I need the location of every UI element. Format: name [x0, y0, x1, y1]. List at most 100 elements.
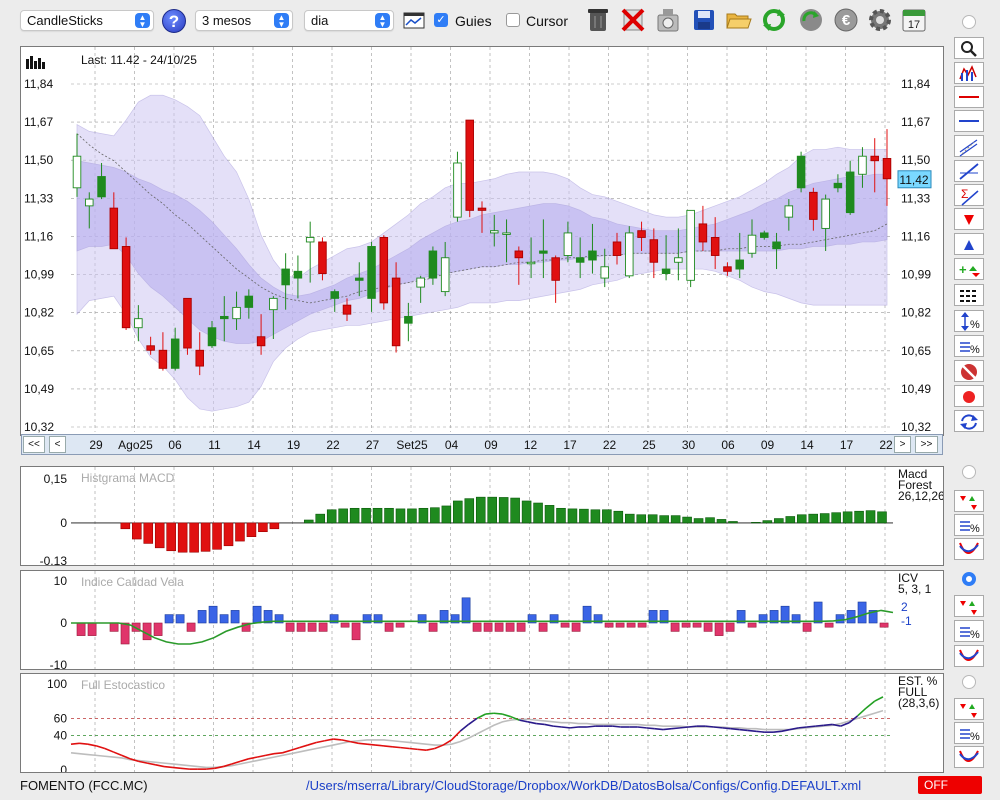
channel-button[interactable]: [954, 135, 984, 157]
stochastic-d-line: [70, 709, 884, 769]
candle: [256, 314, 266, 355]
curve-button[interactable]: [954, 746, 984, 768]
candle: [882, 129, 892, 206]
stochastic-k-segment: [840, 721, 850, 727]
arrow-up-blue-button[interactable]: [954, 233, 984, 255]
status-badge[interactable]: OFF: [918, 776, 982, 794]
arrows-updown-button[interactable]: [954, 490, 984, 512]
panel-radio-1[interactable]: [962, 465, 976, 479]
curve-button[interactable]: [954, 538, 984, 560]
date-axis[interactable]: 29 Ago25 06 11 14 19 22 27 Set25 04 09 12 17 22 25 30 06…: [70, 435, 900, 454]
macd-chart[interactable]: Histgrama MACD 0,15 0 -0,13 Macd Forest 26…: [21, 467, 943, 565]
macd-bar: [705, 517, 715, 524]
macd-bar: [510, 497, 520, 524]
scale-percent-button[interactable]: %: [954, 620, 984, 642]
stochastic-k-segment: [96, 745, 106, 750]
candle: [379, 235, 389, 310]
trendline-button[interactable]: [954, 160, 984, 182]
macd-bar: [441, 505, 452, 524]
nav-first-button[interactable]: <<: [23, 436, 45, 453]
scale-percent-button[interactable]: %: [954, 310, 984, 332]
panel-radio-3[interactable]: [962, 675, 976, 689]
chart-overlay-button[interactable]: [954, 62, 984, 84]
sigma-button[interactable]: Σ: [954, 184, 984, 206]
y-axis-label: 0: [60, 763, 67, 772]
icv-bar: [725, 622, 735, 632]
stop-button[interactable]: [954, 360, 984, 382]
stochastic-chart[interactable]: Full Estocastico 100 60 40 0 EST. % FULL (2…: [21, 674, 943, 772]
guides-checkbox[interactable]: ✓: [434, 13, 448, 27]
icv-bar: [780, 605, 790, 624]
stochastic-label: EST. %: [898, 674, 938, 688]
chart-type-select[interactable]: CandleSticks ▲ ▼: [20, 10, 154, 31]
euro-button[interactable]: €: [832, 6, 860, 34]
help-button[interactable]: ?: [162, 9, 186, 33]
cursor-checkbox[interactable]: [506, 13, 520, 27]
sync-button[interactable]: [954, 410, 984, 432]
open-folder-button[interactable]: [725, 6, 753, 34]
scale-percent-button[interactable]: %: [954, 514, 984, 536]
candle: [367, 241, 376, 312]
cycle-button[interactable]: [797, 6, 825, 34]
icv-chart[interactable]: Indice Calidad Vela 10 0 -10 ICV 5, 3, 1 2…: [21, 571, 943, 669]
delete-button[interactable]: [619, 6, 647, 34]
macd-bar: [407, 508, 417, 524]
candle: [870, 138, 879, 193]
stochastic-k-segment: [324, 738, 334, 742]
icv-bar: [747, 622, 757, 628]
grid-lines-button[interactable]: [954, 284, 984, 306]
period-select[interactable]: 3 mesos ▲ ▼: [195, 10, 293, 31]
arrows-updown-button[interactable]: [954, 595, 984, 617]
interval-value: dia: [311, 13, 329, 28]
screen-chart-button[interactable]: [401, 8, 427, 34]
stochastic-k-segment: [341, 739, 351, 743]
stochastic-k-segment: [70, 742, 80, 745]
stochastic-k-segment: [333, 738, 342, 741]
arrows-updown-button[interactable]: [954, 698, 984, 720]
nav-last-button[interactable]: >>: [915, 436, 938, 453]
panel-radio-2[interactable]: [962, 572, 976, 586]
horizontal-line-red-button[interactable]: [954, 86, 984, 108]
stochastic-k-segment: [282, 749, 292, 754]
icv-bar: [472, 622, 482, 632]
search-button[interactable]: [954, 37, 984, 59]
macd-bar: [625, 513, 635, 524]
candle: [416, 275, 425, 303]
settings-button[interactable]: [866, 6, 894, 34]
trash-button[interactable]: [584, 6, 612, 34]
x-axis-label: 17: [840, 438, 854, 452]
stochastic-params: (28,3,6): [898, 696, 939, 710]
config-path-link[interactable]: /Users/mserra/Library/CloudStorage/Dropb…: [306, 778, 862, 793]
nav-next-button[interactable]: >: [894, 436, 911, 453]
nav-prev-button[interactable]: <: [49, 436, 66, 453]
candle: [514, 246, 524, 285]
percent-list-button[interactable]: %: [954, 335, 984, 357]
macd-bar: [556, 507, 566, 524]
arrow-down-red-button[interactable]: [954, 208, 984, 230]
y-axis-label: 0: [60, 516, 67, 530]
macd-bar: [670, 515, 681, 524]
save-button[interactable]: [690, 6, 718, 34]
stochastic-k-segment: [442, 739, 453, 746]
clear-button[interactable]: [654, 6, 682, 34]
icv-value-2: -1: [901, 614, 912, 628]
icv-bar: [582, 605, 592, 624]
add-signal-button[interactable]: +: [954, 258, 984, 280]
trash-icon: [588, 9, 608, 31]
stochastic-k-segment: [502, 713, 512, 718]
record-button[interactable]: [954, 385, 984, 407]
calendar-button[interactable]: 17: [900, 6, 928, 34]
interval-select[interactable]: dia ▲ ▼: [304, 10, 394, 31]
macd-bar: [464, 498, 475, 524]
scale-percent-button[interactable]: %: [954, 722, 984, 744]
stochastic-k-segment: [468, 717, 478, 726]
panel-radio-top[interactable]: [962, 15, 976, 29]
y-axis-label: 40: [54, 729, 68, 743]
macd-bar: [235, 522, 245, 542]
refresh-button[interactable]: [760, 6, 788, 34]
horizontal-line-blue-button[interactable]: [954, 110, 984, 132]
macd-bar: [338, 508, 348, 524]
toolbar: CandleSticks ▲ ▼ ? 3 mesos ▲ ▼ dia ▲ ▼ ✓ Gu…: [0, 0, 1000, 42]
curve-button[interactable]: [954, 645, 984, 667]
price-chart[interactable]: Last: 11.42 - 24/10/25 11,84 11,67 11,50 11…: [21, 47, 943, 435]
